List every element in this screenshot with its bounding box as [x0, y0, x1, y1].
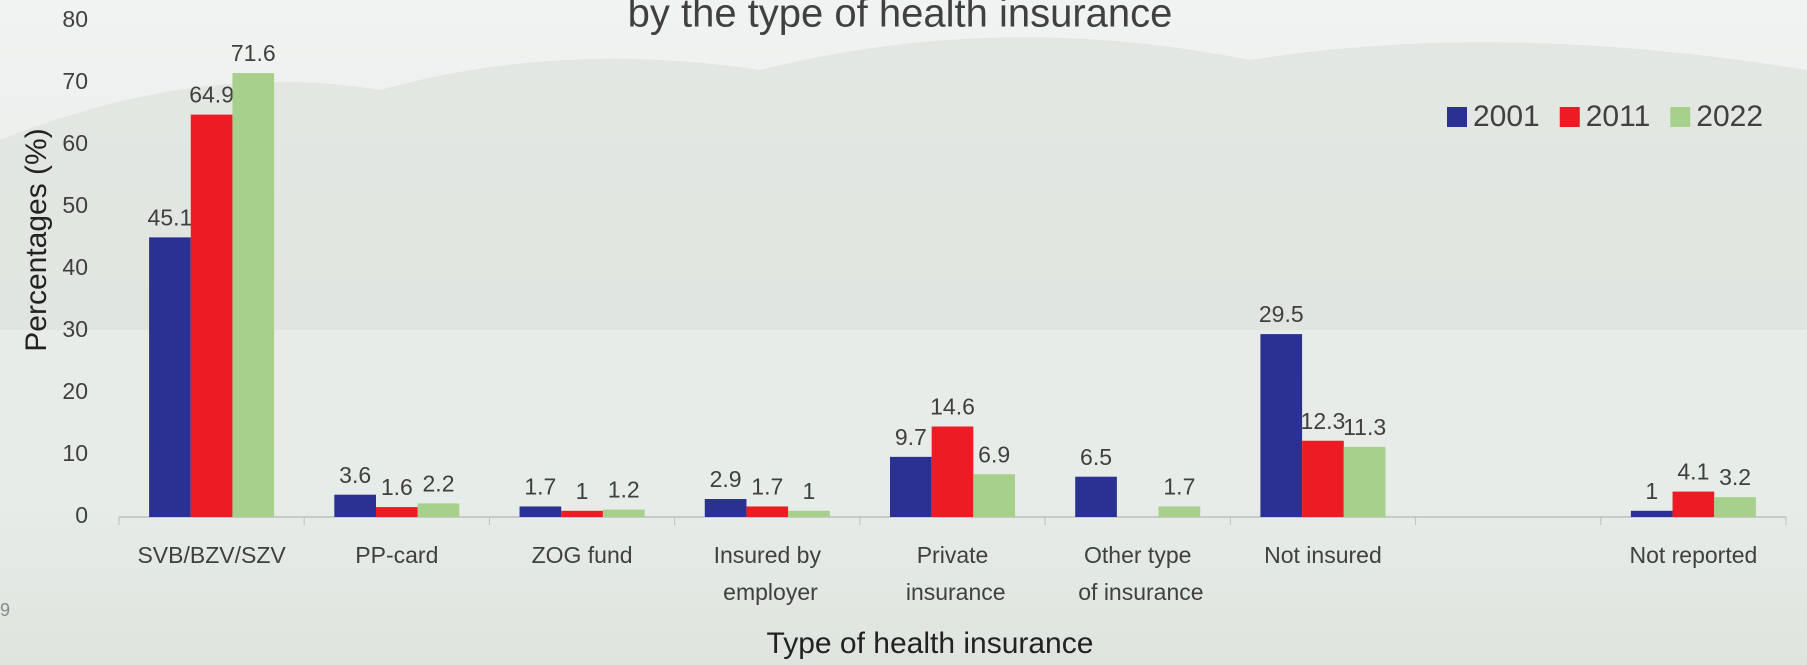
- value-label: 1: [576, 478, 589, 504]
- bar: [1260, 334, 1303, 517]
- bar: [232, 73, 275, 517]
- value-label: 12.3: [1301, 408, 1346, 434]
- value-label: 14.6: [930, 394, 975, 420]
- value-label: 6.5: [1080, 444, 1112, 470]
- bar: [1343, 446, 1386, 517]
- legend-swatch: [1447, 107, 1467, 127]
- bar: [704, 499, 747, 517]
- value-label: 1.7: [1163, 474, 1195, 500]
- value-label: 3.6: [339, 462, 371, 488]
- value-label: 71.6: [231, 40, 276, 66]
- y-tick-label: 60: [62, 130, 88, 156]
- bar: [1672, 491, 1715, 517]
- value-label: 3.2: [1719, 464, 1751, 490]
- bar: [931, 426, 974, 517]
- x-axis-label: Type of health insurance: [767, 627, 1094, 660]
- value-label: 1.7: [751, 474, 783, 500]
- bar: [190, 114, 233, 518]
- x-tick-label: Not insured: [1264, 542, 1382, 568]
- value-label: 1.2: [608, 477, 640, 503]
- legend-swatch: [1670, 107, 1691, 127]
- x-tick-label: Other type of insurance: [1072, 542, 1204, 605]
- y-tick-label: 50: [62, 192, 88, 218]
- y-axis-label: Percentages (%): [20, 128, 53, 351]
- value-label: 4.1: [1677, 459, 1709, 485]
- bar: [1302, 440, 1344, 517]
- bar: [417, 503, 460, 517]
- page-number: 9: [0, 600, 10, 620]
- x-tick-label: Not reported: [1629, 542, 1757, 568]
- value-label: 1: [803, 478, 816, 504]
- bar: [149, 237, 191, 517]
- y-tick-label: 10: [62, 440, 88, 466]
- legend-swatch: [1559, 107, 1580, 127]
- bar: [746, 506, 789, 517]
- bar: [375, 507, 418, 517]
- legend-label: 2022: [1696, 100, 1763, 133]
- bar: [973, 474, 1016, 517]
- value-label: 9.7: [895, 424, 927, 450]
- value-label: 2.9: [710, 466, 742, 492]
- value-label: 2.2: [423, 470, 455, 496]
- value-label: 1.6: [381, 474, 413, 500]
- y-tick-label: 0: [75, 502, 88, 528]
- x-tick-label: Private insurance: [899, 542, 1005, 605]
- x-tick-label: Insured by employer: [714, 542, 822, 605]
- legend-label: 2001: [1473, 100, 1540, 133]
- x-tick-label: ZOG fund: [532, 542, 633, 568]
- x-tick-label: SVB/BZV/SZV: [137, 542, 286, 568]
- bar: [1158, 506, 1201, 517]
- bar: [519, 506, 562, 517]
- value-label: 1.7: [524, 474, 556, 500]
- bar: [788, 510, 830, 517]
- y-tick-label: 30: [62, 316, 88, 342]
- bar: [561, 510, 603, 517]
- value-label: 6.9: [978, 441, 1010, 467]
- bar: [1075, 476, 1117, 517]
- y-tick-label: 20: [62, 378, 88, 404]
- bar: [334, 494, 376, 517]
- legend-label: 2011: [1586, 100, 1651, 133]
- value-label: 29.5: [1259, 301, 1304, 327]
- background-hills: [0, 37, 1807, 330]
- value-label: 1: [1645, 478, 1658, 504]
- value-label: 64.9: [189, 82, 234, 108]
- bar: [1714, 497, 1756, 517]
- bar: [889, 456, 932, 517]
- y-tick-label: 70: [62, 68, 88, 94]
- bar: [602, 509, 645, 517]
- x-tick-label: PP-card: [355, 542, 438, 568]
- y-tick-label: 80: [62, 6, 88, 32]
- value-label: 45.1: [148, 204, 193, 230]
- y-tick-label: 40: [62, 254, 88, 280]
- bar: [1630, 510, 1673, 517]
- value-label: 11.3: [1343, 414, 1386, 440]
- chart-title: by the type of health insurance: [628, 0, 1173, 36]
